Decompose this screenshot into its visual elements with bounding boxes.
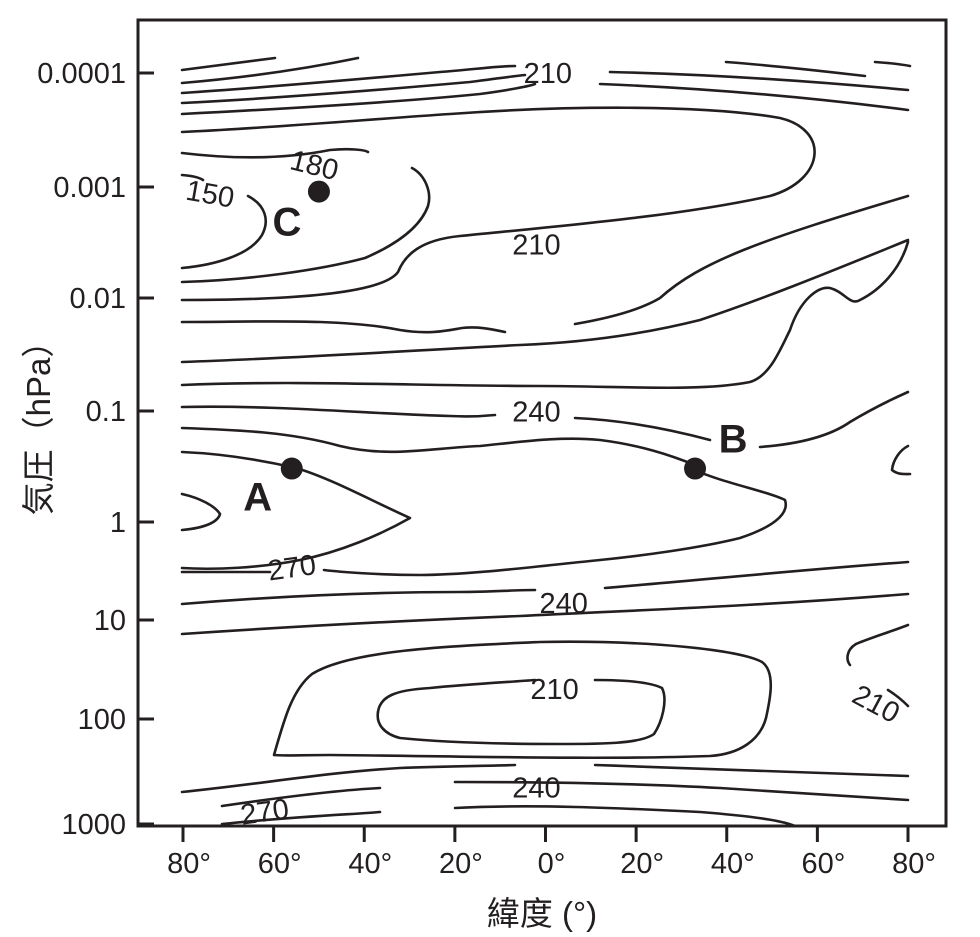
contour-line — [180, 166, 431, 284]
y-tick-label: 100 — [78, 704, 126, 736]
y-tick-label: 0.01 — [70, 283, 126, 315]
y-tick-label: 10 — [94, 605, 126, 637]
contour-line — [573, 416, 712, 442]
contour-line — [180, 73, 527, 105]
contour-line — [220, 786, 382, 808]
contour-label-text: 150 — [183, 175, 236, 215]
x-axis-title: 緯度 (°) — [487, 895, 597, 932]
contour-line — [322, 468, 788, 577]
contour-label-text: 240 — [512, 773, 560, 805]
contour-label: 270 — [266, 549, 318, 587]
contour-line — [453, 805, 797, 826]
x-tick-label: 40° — [348, 848, 392, 880]
contour-label: 210 — [530, 674, 578, 706]
contour-line — [573, 194, 910, 326]
contour-line — [376, 678, 666, 746]
contour-label: 210 — [524, 58, 572, 90]
contour-line — [180, 194, 267, 270]
contour-line — [180, 238, 910, 364]
contour-line — [180, 56, 360, 85]
contour-label: 240 — [539, 588, 587, 620]
y-tick-label: 0.1 — [86, 396, 126, 428]
contour-line — [180, 64, 517, 95]
x-tick-label: 20° — [620, 848, 664, 880]
contour-line — [724, 60, 867, 78]
contour-label-text: 270 — [239, 793, 291, 831]
x-axis: 80° 60° 40° 20° 0° 20° 40° 60° 80° — [167, 826, 936, 880]
contour-label-text: 210 — [524, 58, 572, 90]
contour-line — [180, 405, 497, 418]
contour-line — [603, 560, 910, 590]
contour-label: 240 — [512, 396, 560, 428]
contour-label-text: 210 — [512, 230, 560, 262]
x-tick-label: 80° — [167, 848, 211, 880]
contour-line — [180, 592, 910, 636]
x-tick-label: 80° — [892, 848, 936, 880]
y-tick-label: 0.001 — [53, 172, 126, 204]
point-label-c: C — [272, 201, 301, 245]
x-tick-label: 0° — [538, 848, 566, 880]
point-marker-b — [684, 457, 707, 480]
contour-line — [453, 780, 910, 802]
y-tick-label: 1 — [110, 507, 126, 539]
plot-frame — [136, 18, 948, 828]
contour-line — [180, 173, 205, 182]
contour-label-text: 240 — [512, 396, 560, 428]
contour-line — [593, 763, 910, 778]
y-axis-title: 気圧（hPa） — [20, 325, 57, 516]
point-label-a: A — [243, 476, 272, 520]
contour-label-text: 240 — [539, 588, 587, 620]
contour-line — [180, 426, 697, 467]
contour-label: 150 — [183, 175, 236, 215]
point-label-b: B — [719, 418, 748, 462]
contour-line — [180, 450, 412, 571]
contour-line — [180, 56, 277, 72]
labeled-points: A B C — [243, 180, 748, 520]
y-axis: 0.0001 0.001 0.01 0.1 1 10 100 1000 — [37, 58, 154, 841]
contour-line — [180, 82, 537, 116]
contour-label-text: 270 — [266, 549, 318, 587]
contour-line — [180, 147, 370, 159]
contour-line — [180, 106, 816, 302]
contour-line — [180, 240, 910, 390]
contour-label: 210 — [847, 679, 905, 730]
contour-line — [180, 492, 222, 532]
x-tick-label: 20° — [439, 848, 483, 880]
contour-line — [180, 588, 537, 606]
contour-label: 240 — [512, 773, 560, 805]
contour-line — [890, 444, 912, 476]
point-marker-a — [280, 457, 303, 480]
contour-line — [608, 70, 910, 92]
contour-label: 270 — [239, 793, 291, 831]
contour-line — [873, 60, 912, 68]
y-tick-label: 0.0001 — [37, 58, 126, 90]
contour-line — [376, 678, 537, 714]
contour-line — [886, 688, 910, 708]
x-tick-label: 60° — [258, 848, 302, 880]
contour-line — [180, 320, 507, 334]
contour-line — [598, 82, 910, 112]
contour-line — [758, 390, 910, 449]
contour-label-text: 210 — [530, 674, 578, 706]
contour-line — [180, 763, 517, 794]
contour-label: 210 — [512, 230, 560, 262]
contour-lines — [180, 56, 912, 826]
y-tick-label: 1000 — [61, 809, 126, 841]
contour-line — [846, 623, 910, 667]
contour-label-text: 210 — [847, 679, 905, 730]
point-marker-c — [307, 180, 330, 203]
x-tick-label: 60° — [801, 848, 845, 880]
x-tick-label: 40° — [711, 848, 755, 880]
contour-line — [272, 640, 773, 760]
contour-line — [220, 810, 382, 826]
